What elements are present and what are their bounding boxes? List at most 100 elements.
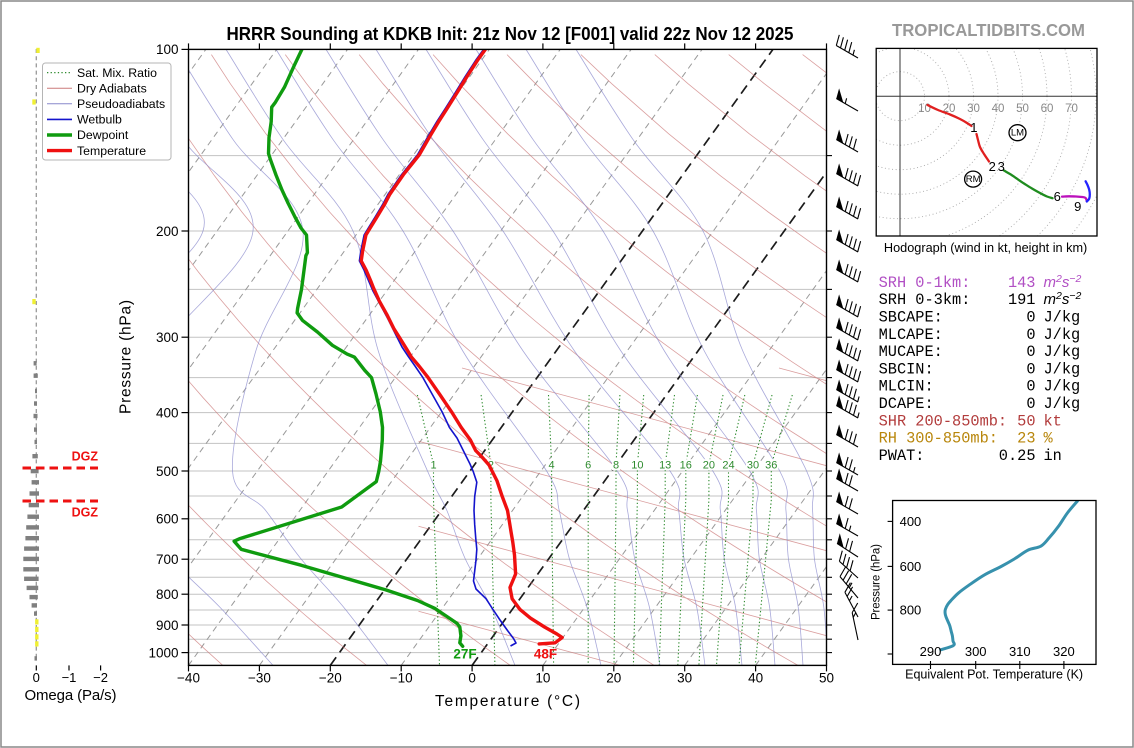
svg-text:50: 50 [1017, 412, 1035, 430]
svg-text:600: 600 [900, 559, 922, 574]
svg-text:143: 143 [1008, 274, 1036, 292]
svg-text:24: 24 [722, 460, 734, 472]
svg-text:27F: 27F [453, 647, 476, 662]
svg-text:48F: 48F [534, 647, 557, 662]
svg-text:DCAPE:: DCAPE: [879, 395, 934, 413]
svg-text:1000: 1000 [148, 645, 178, 660]
svg-text:600: 600 [156, 512, 179, 527]
svg-text:0.25: 0.25 [999, 447, 1036, 465]
svg-text:SBCAPE:: SBCAPE: [879, 309, 943, 327]
svg-text:6: 6 [585, 460, 591, 472]
svg-text:900: 900 [156, 618, 179, 633]
svg-text:300: 300 [965, 644, 987, 659]
svg-text:100: 100 [156, 42, 179, 57]
svg-text:290: 290 [920, 644, 942, 659]
svg-text:SRH 0-3km:: SRH 0-3km: [879, 291, 971, 309]
svg-text:310: 310 [1009, 644, 1031, 659]
svg-text:Pressure (hPa): Pressure (hPa) [871, 544, 883, 620]
svg-text:Dewpoint: Dewpoint [77, 128, 129, 142]
svg-text:400: 400 [900, 514, 922, 529]
svg-text:320: 320 [1053, 644, 1075, 659]
svg-text:−40: −40 [177, 671, 200, 686]
svg-text:36: 36 [765, 460, 777, 472]
svg-text:40: 40 [992, 103, 1005, 115]
svg-text:RH 300-850mb:: RH 300-850mb: [879, 430, 998, 448]
svg-text:SRH 0-1km:: SRH 0-1km: [879, 274, 971, 292]
svg-text:Sat. Mix. Ratio: Sat. Mix. Ratio [77, 66, 157, 80]
svg-text:−30: −30 [248, 671, 271, 686]
svg-text:400: 400 [156, 405, 179, 420]
svg-text:Equivalent Pot. Temperature (K: Equivalent Pot. Temperature (K) [905, 666, 1083, 681]
svg-text:9: 9 [1074, 199, 1081, 214]
svg-text:−1: −1 [62, 670, 77, 685]
svg-text:DGZ: DGZ [72, 450, 99, 464]
svg-text:500: 500 [156, 464, 179, 479]
svg-text:800: 800 [156, 587, 179, 602]
svg-text:4: 4 [549, 460, 555, 472]
svg-text:MLCAPE:: MLCAPE: [879, 326, 943, 344]
svg-text:0: 0 [468, 671, 476, 686]
svg-text:−2: −2 [93, 670, 108, 685]
svg-text:23: 23 [1017, 430, 1035, 448]
svg-text:J/kg: J/kg [1044, 378, 1081, 396]
svg-text:Temperature: Temperature [77, 144, 146, 158]
svg-text:SHR 200-850mb:: SHR 200-850mb: [879, 412, 1008, 430]
svg-text:%: % [1044, 430, 1054, 448]
svg-text:Pseudoadiabats: Pseudoadiabats [77, 97, 165, 111]
svg-text:191: 191 [1008, 291, 1036, 309]
svg-text:20: 20 [606, 671, 621, 686]
svg-text:3: 3 [998, 159, 1005, 174]
svg-text:800: 800 [900, 603, 922, 618]
svg-text:70: 70 [1065, 103, 1078, 115]
svg-text:MUCAPE:: MUCAPE: [879, 343, 943, 361]
svg-text:SBCIN:: SBCIN: [879, 360, 934, 378]
svg-text:50: 50 [819, 671, 834, 686]
svg-text:kt: kt [1044, 412, 1062, 430]
svg-text:J/kg: J/kg [1044, 343, 1081, 361]
svg-text:16: 16 [680, 460, 692, 472]
svg-text:DGZ: DGZ [72, 506, 99, 520]
svg-text:0: 0 [1026, 326, 1035, 344]
svg-text:−10: −10 [390, 671, 413, 686]
svg-text:Pressure (hPa): Pressure (hPa) [118, 300, 135, 414]
svg-text:MLCIN:: MLCIN: [879, 378, 934, 396]
svg-text:−20: −20 [319, 671, 342, 686]
svg-text:TROPICALTIDBITS.COM: TROPICALTIDBITS.COM [892, 20, 1085, 40]
svg-text:0: 0 [1026, 395, 1035, 413]
svg-text:J/kg: J/kg [1044, 360, 1081, 378]
svg-text:20: 20 [703, 460, 715, 472]
svg-text:50: 50 [1016, 103, 1029, 115]
svg-text:30: 30 [747, 460, 759, 472]
svg-text:0: 0 [1026, 309, 1035, 327]
svg-text:in: in [1044, 447, 1062, 465]
svg-text:8: 8 [613, 460, 619, 472]
svg-text:J/kg: J/kg [1044, 309, 1081, 327]
svg-text:1: 1 [970, 120, 977, 135]
svg-text:0: 0 [33, 670, 40, 685]
svg-text:J/kg: J/kg [1044, 326, 1081, 344]
svg-text:10: 10 [535, 671, 550, 686]
svg-text:J/kg: J/kg [1044, 395, 1081, 413]
svg-text:HRRR Sounding at KDKB Init: 21: HRRR Sounding at KDKB Init: 21z Nov 12 [… [227, 23, 794, 44]
svg-text:Dry Adiabats: Dry Adiabats [77, 81, 147, 95]
svg-text:30: 30 [677, 671, 692, 686]
svg-text:Wetbulb: Wetbulb [77, 113, 122, 127]
svg-text:300: 300 [156, 330, 179, 345]
svg-text:700: 700 [156, 552, 179, 567]
svg-text:1: 1 [430, 460, 436, 472]
svg-text:2: 2 [989, 159, 996, 174]
svg-text:0: 0 [1026, 378, 1035, 396]
svg-text:60: 60 [1041, 103, 1054, 115]
svg-text:RM: RM [966, 174, 981, 185]
svg-text:Hodograph (wind in kt, height: Hodograph (wind in kt, height in km) [884, 240, 1087, 255]
svg-text:40: 40 [748, 671, 763, 686]
svg-text:LM: LM [1011, 128, 1024, 139]
svg-text:PWAT:: PWAT: [879, 447, 925, 465]
svg-text:6: 6 [1054, 189, 1061, 204]
svg-text:0: 0 [1026, 343, 1035, 361]
svg-text:10: 10 [631, 460, 643, 472]
svg-text:0: 0 [1026, 360, 1035, 378]
svg-text:30: 30 [967, 103, 980, 115]
svg-text:13: 13 [659, 460, 671, 472]
svg-text:Temperature (°C): Temperature (°C) [435, 693, 580, 710]
